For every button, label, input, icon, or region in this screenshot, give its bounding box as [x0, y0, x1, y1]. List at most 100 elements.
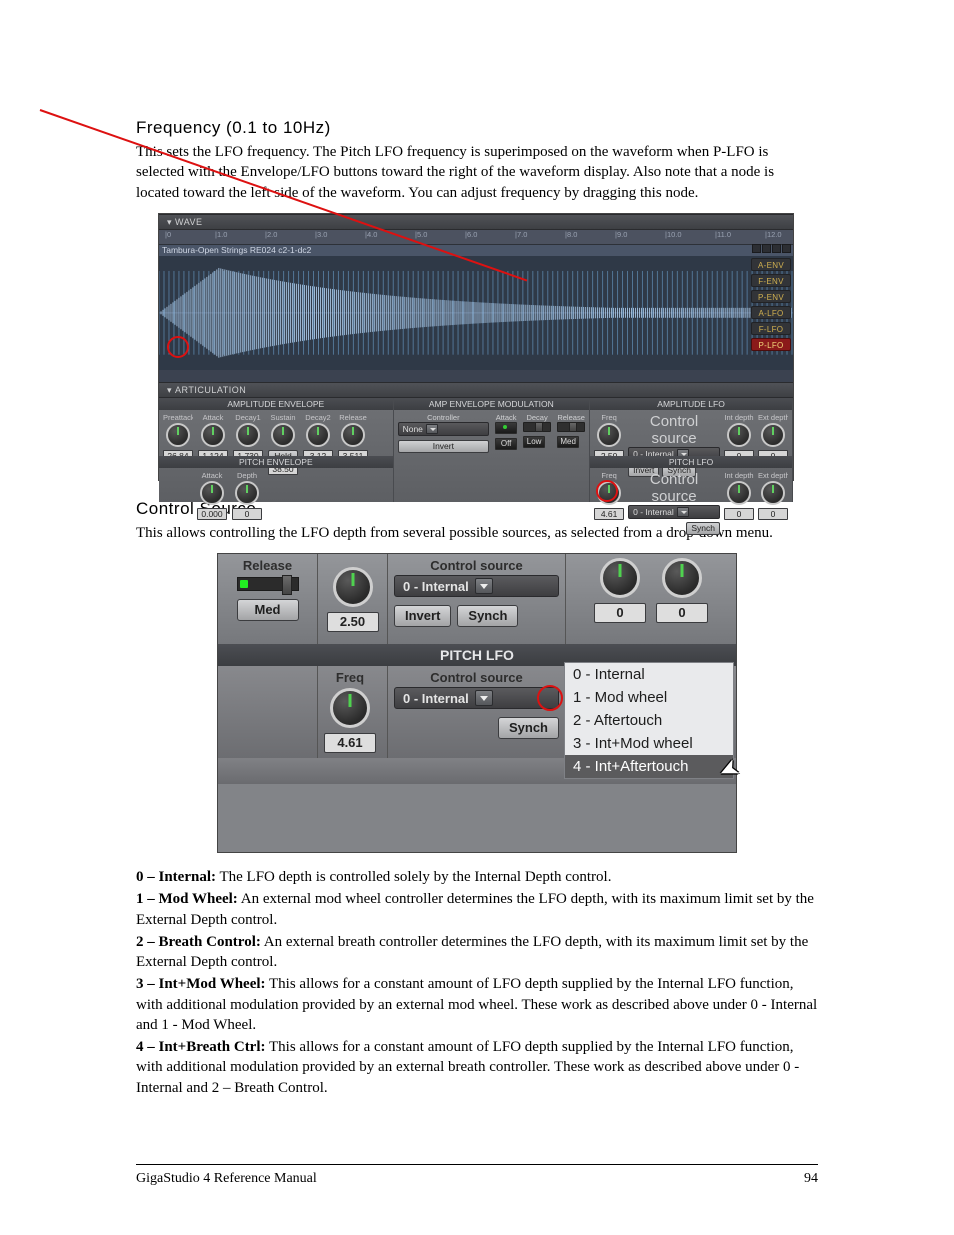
pitch-lfo-synch-button[interactable]: Synch	[498, 717, 559, 739]
pitch-lfo-cs-dropdown[interactable]: 0 - Internal	[394, 687, 559, 709]
ext-depth-label: Ext depth	[758, 413, 788, 423]
pitch-lfo-freq-highlight	[596, 480, 618, 502]
invert-button[interactable]: Invert	[398, 440, 490, 453]
env-button-a-lfo[interactable]: A-LFO	[751, 306, 791, 319]
amp-mod-section: AMP ENVELOPE MODULATION Controller None …	[394, 398, 591, 456]
control-source-dropdown[interactable]: 0 - Internal	[394, 575, 559, 597]
pitch-env-section: PITCH ENVELOPE Attack 0.000Depth 0	[159, 456, 394, 502]
pitch-lfo-freq-knob[interactable]: Freq 4.61	[324, 670, 376, 753]
release-slider[interactable]	[237, 577, 299, 591]
int-depth-value[interactable]: 0	[594, 603, 646, 623]
controller-label: Controller	[398, 413, 490, 422]
ext-depth-knob[interactable]: 0	[656, 558, 708, 640]
attack-led[interactable]	[495, 422, 517, 434]
controller-dropdown[interactable]: None	[398, 422, 490, 436]
pitch-lfo-freq-value[interactable]: 4.61	[594, 508, 624, 520]
env-button-f-env[interactable]: F-ENV	[751, 274, 791, 287]
scale-tick: |0	[165, 230, 171, 239]
freq-label: Freq	[594, 413, 624, 423]
definition-term: 3 – Int+Mod Wheel:	[136, 976, 266, 992]
int-depth-knob[interactable]: 0	[594, 558, 646, 640]
amp-lfo-freq-knob[interactable]	[597, 423, 621, 447]
amp-lfo-ext-knob[interactable]	[761, 423, 785, 447]
env-button-a-env[interactable]: A-ENV	[751, 258, 791, 271]
definition-term: 0 – Internal:	[136, 869, 216, 885]
definition-item: 1 – Mod Wheel: An external mod wheel con…	[136, 889, 818, 930]
pitch-env-knob-attack[interactable]: Attack 0.000	[197, 471, 227, 520]
ctrl-source-label: Control source	[628, 413, 720, 447]
label-wave: ▾ WAVE	[159, 214, 793, 230]
pitch-lfo-section: PITCH LFO Freq 4.61 Control source 0 - I…	[590, 456, 793, 502]
env-button-p-env[interactable]: P-ENV	[751, 290, 791, 303]
menu-item[interactable]: 2 - Aftertouch	[565, 709, 733, 732]
synch-button[interactable]: Synch	[457, 605, 518, 627]
pitch-lfo-int-label: Int depth	[724, 471, 754, 481]
pitch-lfo-cs-label: Control source	[628, 471, 720, 505]
dropdown-highlight	[537, 685, 563, 711]
invert-button[interactable]: Invert	[394, 605, 451, 627]
amp-lfo-int-knob[interactable]	[727, 423, 751, 447]
pitch-lfo-freq-value[interactable]: 4.61	[324, 733, 376, 753]
zoom-prev-icon[interactable]	[752, 244, 761, 253]
definition-item: 3 – Int+Mod Wheel: This allows for a con…	[136, 974, 818, 1035]
menu-item[interactable]: 0 - Internal	[565, 663, 733, 686]
chevron-down-icon	[426, 424, 438, 434]
zoom-out-icon[interactable]	[772, 244, 781, 253]
waveform[interactable]	[159, 256, 793, 370]
amp-lfo-title: AMPLITUDE LFO	[590, 398, 792, 410]
amp-lfo-section: AMPLITUDE LFO Freq 2.50 Control source 0…	[590, 398, 793, 456]
definition-item: 2 – Breath Control: An external breath c…	[136, 932, 818, 973]
menu-item[interactable]: 4 - Int+Aftertouch	[565, 755, 733, 778]
chevron-down-icon	[475, 578, 493, 594]
med-led[interactable]: Med	[557, 436, 579, 448]
scale-tick: |4.0	[365, 230, 377, 239]
menu-item[interactable]: 1 - Mod wheel	[565, 686, 733, 709]
pitch-lfo-cs-dropdown[interactable]: 0 - Internal	[628, 505, 720, 519]
ext-depth-value[interactable]: 0	[656, 603, 708, 623]
wave-area: |0|1.0|2.0|3.0|4.0|5.0|6.0|7.0|8.0|9.0|1…	[159, 230, 793, 382]
scale-tick: |3.0	[315, 230, 327, 239]
pitch-lfo-int-value[interactable]: 0	[724, 508, 754, 520]
definition-term: 4 – Int+Breath Ctrl:	[136, 1039, 266, 1055]
definition-term: 2 – Breath Control:	[136, 934, 261, 950]
zoom-in-icon[interactable]	[782, 244, 791, 253]
pitch-lfo-int-knob[interactable]	[727, 481, 751, 505]
scale-tick: |5.0	[415, 230, 427, 239]
pitch-lfo-ext-knob[interactable]	[761, 481, 785, 505]
zoom-next-icon[interactable]	[762, 244, 771, 253]
env-button-p-lfo[interactable]: P-LFO	[751, 338, 791, 351]
control-source-label: Control source	[394, 558, 559, 573]
decay-slider[interactable]	[523, 422, 551, 432]
articulation-panel: AMPLITUDE ENVELOPE Preattack 26.84Attack…	[159, 398, 793, 502]
off-led[interactable]: Off	[495, 438, 517, 450]
amp-mod-title: AMP ENVELOPE MODULATION	[394, 398, 590, 410]
env-button-f-lfo[interactable]: F-LFO	[751, 322, 791, 335]
control-source-definitions: 0 – Internal: The LFO depth is controlle…	[136, 867, 818, 1098]
label-articulation: ▾ ARTICULATION	[159, 382, 793, 398]
scale-tick: |8.0	[565, 230, 577, 239]
pitch-env-knob-depth[interactable]: Depth 0	[232, 471, 262, 520]
figure-wave-editor: ▾ WAVE |0|1.0|2.0|3.0|4.0|5.0|6.0|7.0|8.…	[158, 213, 794, 481]
freq-knob[interactable]: 2.50	[327, 567, 379, 632]
scale-tick: |7.0	[515, 230, 527, 239]
envelope-button-column: A-ENV F-ENV P-ENV A-LFO F-LFO P-LFO	[751, 244, 791, 351]
heading-frequency: Frequency (0.1 to 10Hz)	[136, 118, 818, 138]
release-label: Release	[224, 558, 311, 573]
pitch-lfo-synch-button[interactable]: Synch	[686, 522, 720, 535]
release-slider[interactable]	[557, 422, 585, 432]
chevron-down-icon	[475, 690, 493, 706]
low-led[interactable]: Low	[523, 436, 545, 448]
release-label: Release	[557, 413, 585, 422]
scale-tick: |11.0	[715, 230, 731, 239]
scale-tick: |10.0	[665, 230, 682, 239]
freq-value[interactable]: 2.50	[327, 612, 379, 632]
pitch-lfo-ext-value[interactable]: 0	[758, 508, 788, 520]
int-depth-label: Int depth	[724, 413, 754, 423]
pitch-lfo-freq-label: Freq	[324, 670, 376, 688]
menu-item[interactable]: 3 - Int+Mod wheel	[565, 732, 733, 755]
pitch-lfo-title: PITCH LFO	[590, 456, 792, 468]
page-footer: GigaStudio 4 Reference Manual 94	[136, 1164, 818, 1187]
med-button[interactable]: Med	[237, 599, 299, 621]
para-frequency: This sets the LFO frequency. The Pitch L…	[136, 142, 818, 203]
figure-pitch-lfo-closeup: Release Med 2.50 Control source 0 - Inte…	[217, 553, 737, 853]
